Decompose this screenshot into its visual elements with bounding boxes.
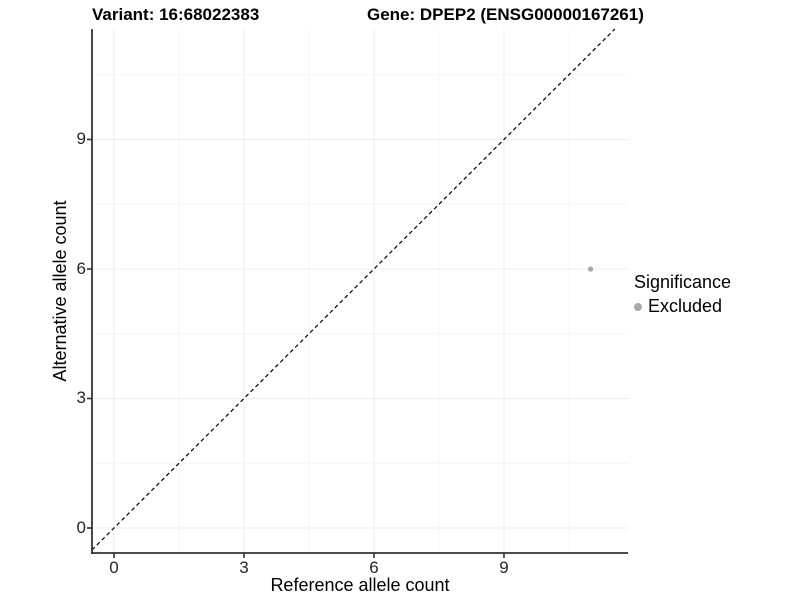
x-tick-label: 3 — [239, 558, 249, 577]
x-tick-label: 9 — [499, 558, 509, 577]
x-tick-label: 0 — [109, 558, 119, 577]
excluded-point-icon — [634, 302, 642, 311]
gene-title: Gene: DPEP2 (ENSG00000167261) — [367, 5, 644, 24]
x-axis-title: Reference allele count — [270, 575, 450, 595]
legend-item-label: Excluded — [648, 296, 723, 316]
legend: Significance Excluded — [634, 272, 731, 317]
y-tick-label: 9 — [76, 129, 86, 149]
legend-item-excluded: Excluded — [634, 296, 731, 317]
x-tick-label: 6 — [369, 558, 379, 577]
y-tick-label: 6 — [76, 258, 86, 278]
legend-title: Significance — [634, 272, 732, 292]
identity-reference-line — [91, 28, 616, 551]
data-point — [588, 266, 594, 272]
variant-title: Variant: 16:68022383 — [92, 5, 260, 24]
y-tick-label: 0 — [76, 518, 86, 537]
y-tick-label: 3 — [76, 388, 86, 408]
